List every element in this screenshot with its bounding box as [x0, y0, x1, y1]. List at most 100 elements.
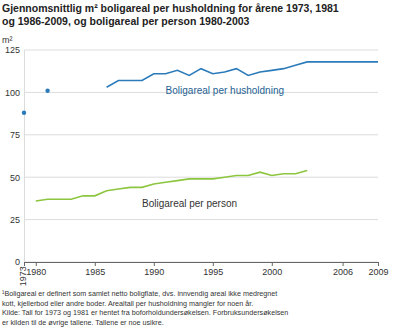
x-tick: [166, 262, 167, 266]
x-tick-mark: [189, 262, 190, 266]
x-tick-mark: [83, 262, 84, 266]
x-tick-mark: [71, 262, 72, 266]
y-tick-label: 75: [10, 130, 20, 140]
x-tick: [236, 262, 237, 266]
x-tick-mark: [213, 262, 214, 266]
x-tick: [107, 262, 108, 266]
x-tick: 1990: [144, 262, 164, 277]
x-tick: [201, 262, 202, 266]
x-tick: [130, 262, 131, 266]
x-tick: [177, 262, 178, 266]
x-tick: [248, 262, 249, 266]
x-tick-mark: [331, 262, 332, 266]
x-tick-mark: [154, 262, 155, 266]
x-tick-label: 1985: [85, 267, 105, 277]
x-tick: [366, 262, 367, 266]
x-tick-mark: [48, 262, 49, 266]
x-tick-mark: [166, 262, 167, 266]
x-tick: 1980: [26, 262, 46, 277]
y-axis: 0 25 50 75 100 125: [5, 45, 25, 267]
x-tick: [142, 262, 143, 266]
footnote: er kilden til de øvrige tallene. Tallene…: [2, 318, 164, 327]
x-tick-mark: [260, 262, 261, 266]
series-line: [36, 170, 307, 201]
point: [22, 111, 26, 115]
y-tick: 25: [10, 215, 24, 225]
x-tick-mark: [295, 262, 296, 266]
x-tick-label: 2000: [262, 267, 282, 277]
footnote: kott, kjellerbod eller andre boder. Area…: [2, 299, 253, 308]
grid-line: [24, 134, 378, 135]
point: [45, 89, 49, 93]
y-tick-label: 125: [5, 45, 20, 55]
x-tick-mark: [343, 262, 344, 266]
x-tick-mark: [284, 262, 285, 266]
y-tick: 125: [5, 45, 24, 55]
x-tick-mark: [142, 262, 143, 266]
x-tick: [354, 262, 355, 266]
x-tick-label: 1980: [26, 267, 46, 277]
x-tick-mark: [59, 262, 60, 266]
x-tick: 1995: [203, 262, 223, 277]
y-tick: 50: [10, 173, 24, 183]
title: og 1986-2009, og boligareal per person 1…: [2, 15, 250, 27]
x-axis: 19731980198519901995200020062009: [18, 262, 388, 286]
series-label: Boligareal per person: [142, 198, 237, 209]
x-tick: [71, 262, 72, 266]
series-label: Boligareal per husholdning: [166, 85, 284, 96]
x-tick-mark: [24, 262, 25, 266]
x-tick: [118, 262, 119, 266]
x-tick: 1985: [85, 262, 105, 277]
y-tick: 75: [10, 130, 24, 140]
x-tick: [319, 262, 320, 266]
grid-line: [24, 50, 378, 51]
x-tick: [307, 262, 308, 266]
y-tick: 100: [5, 88, 24, 98]
grid-line: [24, 219, 378, 220]
x-tick: [284, 262, 285, 266]
x-tick: [59, 262, 60, 266]
x-tick-label: 1995: [203, 267, 223, 277]
footnote: Kilde: Tall for 1973 og 1981 er hentet f…: [2, 308, 288, 317]
y-tick-label: 25: [10, 215, 20, 225]
grid-line: [24, 177, 378, 178]
x-axis-line: [25, 263, 379, 267]
grid: [24, 50, 378, 262]
x-tick-mark: [201, 262, 202, 266]
x-tick: [48, 262, 49, 266]
x-tick-mark: [177, 262, 178, 266]
marks: [22, 62, 378, 201]
x-tick-mark: [107, 262, 108, 266]
y-axis-line: [24, 51, 25, 263]
x-tick-mark: [378, 262, 379, 266]
x-tick: [225, 262, 226, 266]
x-tick-mark: [225, 262, 226, 266]
x-tick: 2000: [262, 262, 282, 277]
y-tick-label: 100: [5, 88, 20, 98]
footnote: ¹Boligareal er definert som samlet netto…: [2, 289, 277, 298]
title: Gjennomsnittlig m² boligareal per hushol…: [2, 2, 339, 14]
x-tick-mark: [248, 262, 249, 266]
x-tick-mark: [366, 262, 367, 266]
x-tick-mark: [130, 262, 131, 266]
x-tick-mark: [118, 262, 119, 266]
y-tick-label: 50: [10, 173, 20, 183]
x-tick-mark: [95, 262, 96, 266]
x-tick-mark: [236, 262, 237, 266]
series-line: [24, 62, 378, 113]
x-tick-label: 1990: [144, 267, 164, 277]
x-tick: 2009: [368, 262, 388, 277]
x-tick: [83, 262, 84, 266]
x-tick-label: 2009: [368, 267, 388, 277]
y-axis-label: m²: [2, 35, 13, 45]
y-tick: 0: [15, 257, 24, 267]
chart: Gjennomsnittlig m² boligareal per hushol…: [0, 0, 396, 334]
x-tick: [260, 262, 261, 266]
x-tick-mark: [354, 262, 355, 266]
x-tick: [189, 262, 190, 266]
x-tick: 2006: [333, 262, 353, 277]
x-tick-mark: [319, 262, 320, 266]
y-tick-label: 0: [15, 257, 20, 267]
x-tick-mark: [36, 262, 37, 266]
x-tick-mark: [307, 262, 308, 266]
